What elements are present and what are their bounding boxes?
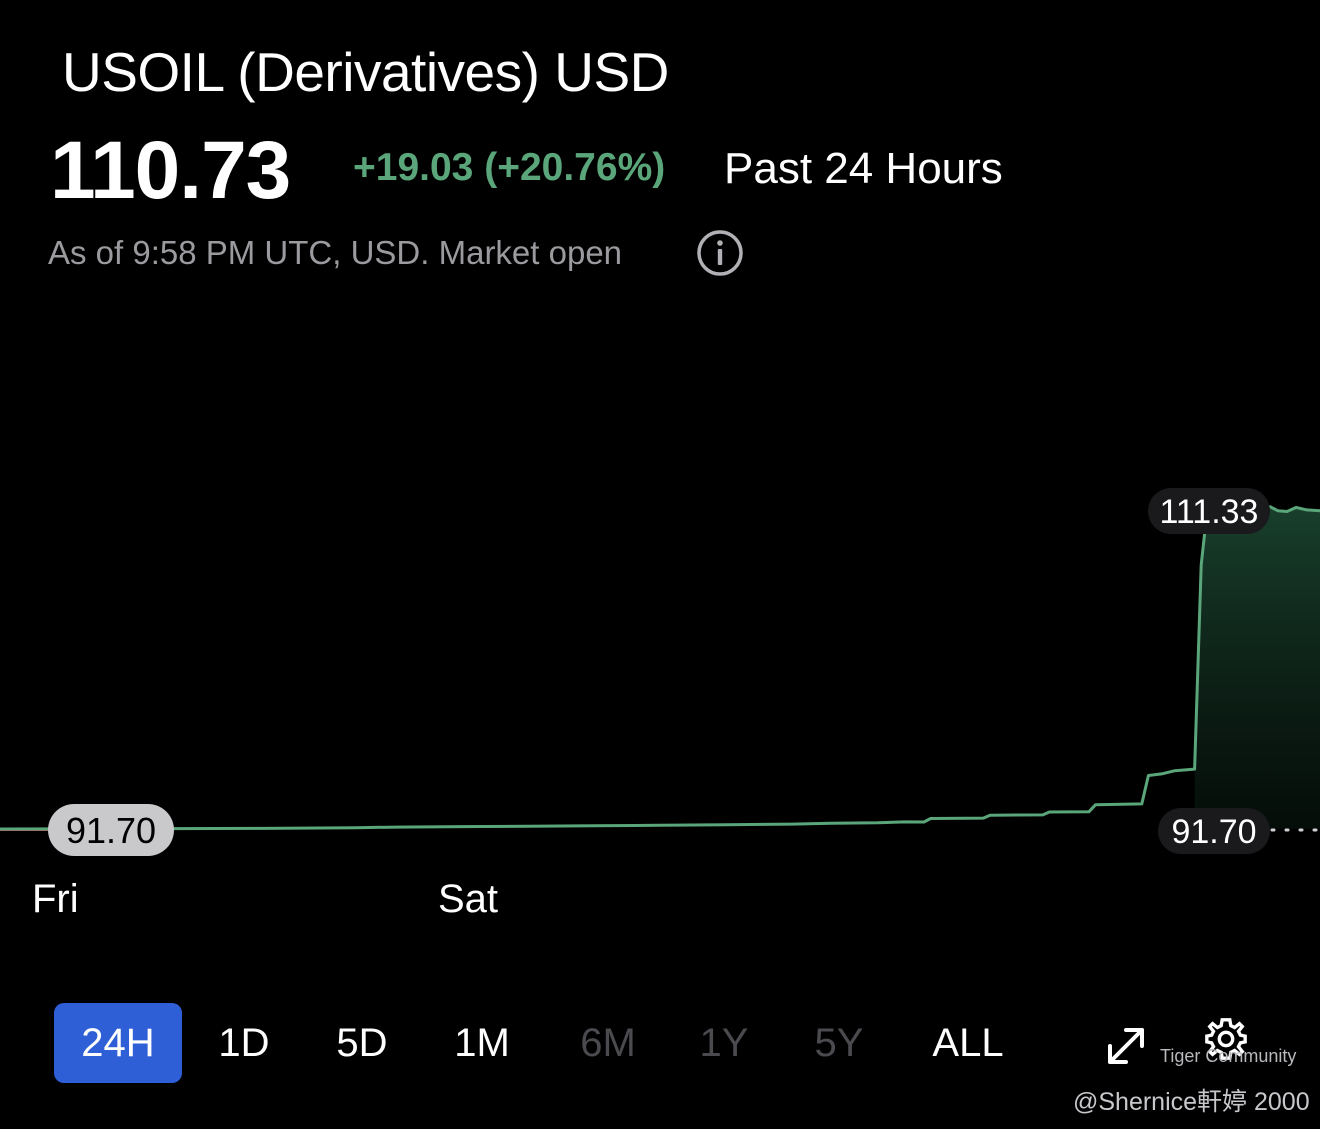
svg-text:91.70: 91.70: [66, 810, 156, 851]
watermark-brand: Tiger Community: [1160, 1046, 1297, 1066]
price-change: +19.03 (+20.76%): [353, 146, 666, 189]
period-label: Past 24 Hours: [724, 144, 1003, 193]
svg-text:111.33: 111.33: [1160, 493, 1259, 531]
svg-text:91.70: 91.70: [1171, 813, 1256, 851]
range-tab-6m: 6M: [580, 1021, 636, 1065]
range-tab-24h[interactable]: 24H: [54, 1003, 182, 1083]
watermark-credit: @Shernice軒婷 2000: [1073, 1088, 1310, 1116]
current-price: 110.73: [50, 125, 291, 216]
price-line: [0, 505, 1320, 831]
price-chart[interactable]: 91.70 91.70 111.33 Fri Sat: [0, 0, 1320, 1000]
x-tick-fri: Fri: [32, 877, 79, 921]
reference-value-label: 91.70: [1158, 808, 1270, 854]
expand-arrows-icon[interactable]: [1102, 1022, 1150, 1070]
market-status: As of 9:58 PM UTC, USD. Market open: [48, 234, 623, 271]
x-tick-sat: Sat: [438, 877, 498, 921]
high-value-label: 111.33: [1148, 488, 1270, 534]
range-tab-5y: 5Y: [814, 1021, 864, 1065]
range-tab-5d[interactable]: 5D: [336, 1021, 388, 1065]
range-tab-1d[interactable]: 1D: [218, 1021, 270, 1065]
range-tab-1y: 1Y: [699, 1021, 749, 1065]
range-tab-1m[interactable]: 1M: [454, 1021, 510, 1065]
info-icon[interactable]: [696, 229, 744, 277]
range-tab-all[interactable]: ALL: [932, 1021, 1004, 1065]
area-fill: [1194, 506, 1320, 829]
gear-icon[interactable]: [1203, 1016, 1249, 1062]
page-title: USOIL (Derivatives) USD: [62, 41, 669, 103]
start-value-label: 91.70: [48, 804, 174, 856]
